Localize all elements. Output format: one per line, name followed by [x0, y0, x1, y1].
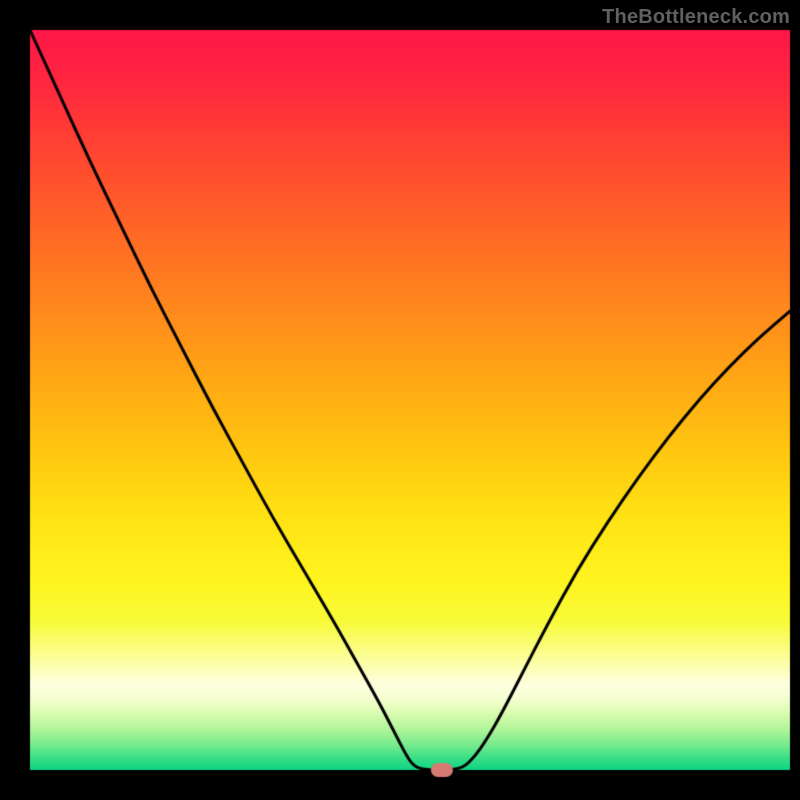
chart-stage: TheBottleneck.com: [0, 0, 800, 800]
bottleneck-curve-chart: [0, 0, 800, 800]
